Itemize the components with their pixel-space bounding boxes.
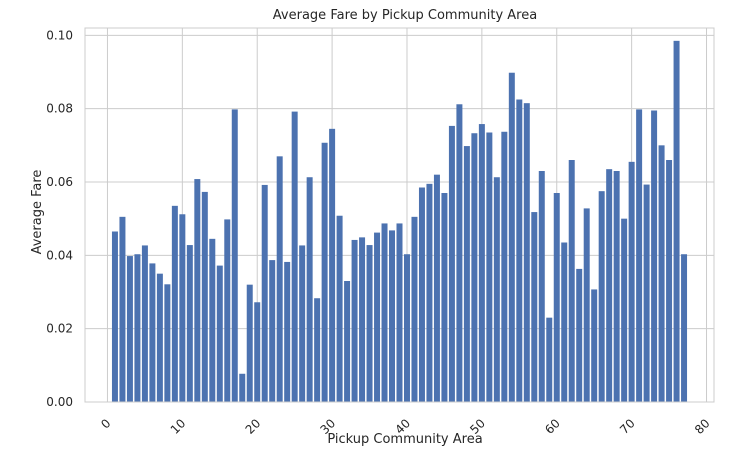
y-tick-label: 0.10 (46, 28, 73, 42)
bar (291, 111, 298, 402)
y-tick-label: 0.06 (46, 175, 73, 189)
bar (433, 174, 440, 402)
bar (493, 177, 500, 402)
bar (366, 245, 373, 402)
bar (411, 216, 418, 402)
bar (231, 109, 238, 403)
bar (239, 373, 246, 402)
bar (418, 187, 425, 402)
bar (126, 256, 133, 402)
bar (606, 169, 613, 402)
bar (171, 205, 178, 402)
bar (306, 177, 313, 402)
bar (508, 72, 515, 402)
bar (111, 231, 118, 402)
x-tick-label: 20 (243, 416, 264, 437)
bar (269, 260, 276, 402)
bar (329, 128, 336, 403)
bar (299, 245, 306, 402)
y-tick-label: 0.02 (46, 322, 73, 336)
bar (538, 171, 545, 402)
bar (643, 184, 650, 402)
bar (478, 124, 485, 403)
bar (164, 284, 171, 402)
bar (194, 179, 201, 402)
bar (531, 212, 538, 402)
x-tick-label: 70 (617, 416, 638, 437)
y-tick-label: 0.00 (46, 395, 73, 409)
bar (389, 230, 396, 402)
bar (336, 215, 343, 402)
x-tick-label: 10 (168, 416, 189, 437)
x-tick-label: 80 (692, 416, 713, 437)
bar (344, 281, 351, 402)
y-tick-label: 0.04 (46, 248, 73, 262)
bar (501, 131, 508, 402)
bar (119, 216, 126, 402)
bar (658, 145, 665, 403)
bar (516, 99, 523, 402)
bar (591, 289, 598, 402)
bar (186, 245, 193, 402)
bar-series (111, 40, 688, 403)
bar (359, 237, 366, 402)
y-axis-ticks: 0.00 0.02 0.04 0.06 0.08 0.10 (46, 28, 73, 409)
bar (321, 142, 328, 402)
bar (636, 109, 643, 403)
bar (553, 193, 560, 402)
bar (284, 261, 291, 402)
bar (471, 133, 478, 402)
bar (216, 265, 223, 402)
bar (441, 193, 448, 402)
bar (486, 132, 493, 402)
y-axis-label: Average Fare (30, 170, 45, 255)
bar (666, 160, 673, 402)
bar (314, 298, 321, 402)
bar (254, 302, 261, 402)
bar (681, 254, 688, 402)
bar (179, 214, 186, 402)
bar (456, 104, 463, 403)
bar (561, 242, 568, 402)
bar (621, 218, 628, 402)
y-tick-label: 0.08 (46, 102, 73, 116)
bar (576, 268, 583, 402)
x-axis-label: Pickup Community Area (327, 432, 482, 447)
bar (276, 156, 283, 402)
bar (673, 40, 680, 402)
bar (463, 146, 470, 402)
bar (396, 223, 403, 402)
bar (523, 103, 530, 403)
x-tick-label: 60 (542, 416, 563, 437)
bar (403, 254, 410, 402)
x-tick-label: 0 (98, 416, 113, 431)
bar (374, 232, 381, 402)
bar (651, 110, 658, 402)
bar (261, 184, 268, 402)
bar (246, 284, 253, 402)
bar (448, 125, 455, 403)
bar (546, 317, 553, 402)
bar (583, 208, 590, 402)
plot-frame (84, 27, 715, 403)
bar (149, 263, 156, 402)
chart-title: Average Fare by Pickup Community Area (273, 8, 537, 23)
bar (141, 245, 148, 402)
bar (201, 191, 208, 402)
bar (426, 183, 433, 402)
bar (209, 238, 216, 402)
bar (628, 161, 635, 402)
bar (224, 219, 231, 402)
bar (134, 254, 141, 402)
bar (156, 273, 163, 402)
bar (613, 171, 620, 402)
bar (351, 239, 358, 402)
bar (568, 160, 575, 402)
bar (381, 223, 388, 402)
bar (598, 191, 605, 402)
